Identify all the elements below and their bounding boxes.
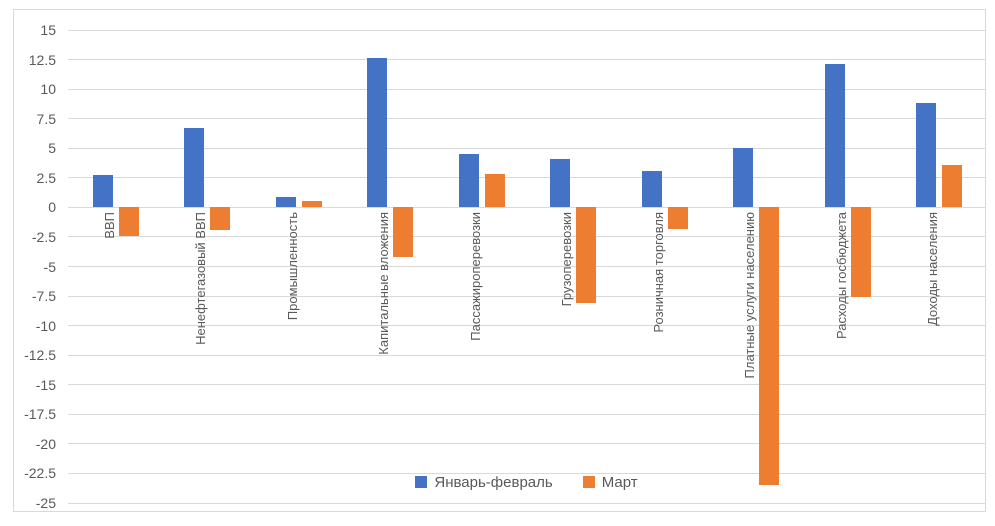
legend-item-jan-feb: Январь-февраль: [415, 473, 553, 491]
gridline: [68, 413, 985, 415]
gridline: [68, 29, 985, 31]
gridline: [68, 354, 985, 356]
x-category-label: ВВП: [101, 212, 117, 239]
gridline: [68, 147, 985, 149]
y-tick-label: -12.5: [24, 347, 56, 364]
y-tick-label: -10: [35, 317, 56, 334]
bar-series0-cat9: [916, 103, 937, 208]
gridline: [68, 266, 985, 267]
bar-series0-cat1: [184, 128, 205, 208]
gridline: [68, 88, 985, 90]
gridline: [68, 443, 985, 445]
legend-swatch-jan-feb-icon: [415, 476, 428, 488]
bar-series1-cat9: [942, 164, 963, 208]
x-category-label: Капитальные вложения: [376, 212, 392, 355]
y-tick-label: 10: [40, 81, 56, 98]
legend-item-mar: Март: [582, 473, 638, 491]
bar-series1-cat4: [484, 174, 505, 208]
bar-series0-cat2: [275, 196, 296, 208]
chart-legend: Январь-февраль Март: [68, 472, 985, 492]
y-tick-label: -20: [35, 435, 56, 452]
bar-series0-cat4: [458, 154, 479, 208]
y-tick-label: 7.5: [36, 110, 56, 127]
bar-series0-cat5: [550, 158, 571, 208]
y-tick-label: 5: [48, 140, 56, 157]
y-tick-label: 12.5: [28, 51, 56, 68]
gridline: [68, 236, 985, 238]
legend-label-jan-feb: Январь-февраль: [434, 473, 553, 491]
y-tick-label: -5: [43, 258, 56, 275]
gridline: [68, 472, 985, 474]
gridline: [68, 295, 985, 297]
bar-series1-cat7: [759, 207, 780, 486]
y-tick-label: 0: [48, 199, 56, 216]
bar-series1-cat8: [850, 207, 871, 298]
gridline: [68, 502, 985, 504]
x-category-label: Доходы населения: [925, 212, 941, 326]
legend-label-mar: Март: [601, 473, 638, 491]
bar-series0-cat7: [733, 148, 754, 208]
y-tick-label: 15: [40, 22, 56, 38]
x-category-label: Пассажироперевозки: [467, 212, 483, 341]
x-category-label: Промышленность: [284, 212, 300, 321]
y-tick-label: -7.5: [31, 288, 56, 305]
y-tick-label: -17.5: [24, 406, 56, 423]
gridline: [68, 118, 985, 120]
x-category-label: Грузоперевозки: [559, 212, 575, 307]
x-category-label: Платные услуги населению: [742, 212, 758, 379]
bar-series1-cat6: [667, 207, 688, 229]
bar-series0-cat3: [367, 58, 388, 208]
y-tick-label: -25: [35, 495, 56, 511]
bar-series1-cat3: [393, 207, 414, 258]
gridline: [68, 59, 985, 61]
bar-series1-cat1: [210, 207, 231, 230]
legend-swatch-mar-icon: [582, 476, 595, 488]
x-category-label: Розничная торговля: [650, 212, 666, 333]
x-category-label: Расходы госбюджета: [833, 212, 849, 340]
x-category-label: Ненефтегазовый ВВП: [193, 212, 209, 345]
chart-frame: [13, 9, 986, 512]
gridline: [68, 206, 985, 208]
y-tick-label: -2.5: [31, 228, 56, 245]
bar-series1-cat2: [301, 201, 322, 208]
bar-series0-cat0: [92, 175, 113, 208]
y-tick-label: -15: [35, 376, 56, 393]
bar-series0-cat6: [641, 170, 662, 208]
gridline: [68, 177, 985, 179]
gridline: [68, 384, 985, 386]
bar-series0-cat8: [824, 64, 845, 208]
y-tick-label: 2.5: [36, 169, 56, 186]
bar-series1-cat0: [118, 207, 139, 236]
gridline: [68, 325, 985, 327]
y-tick-label: -22.5: [24, 465, 56, 482]
bar-series1-cat5: [576, 207, 597, 304]
